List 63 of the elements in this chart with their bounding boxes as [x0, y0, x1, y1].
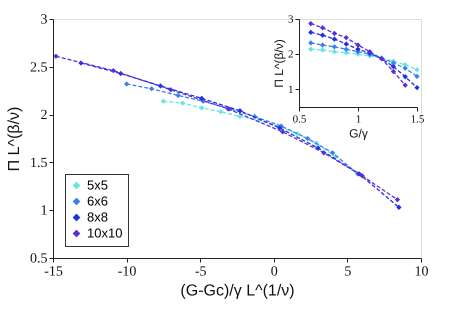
y-tick-label: 1.5	[30, 156, 48, 171]
point	[344, 46, 349, 52]
point	[402, 66, 408, 71]
point	[320, 25, 326, 30]
point	[308, 30, 314, 36]
y-tick-label: 3	[288, 14, 294, 26]
point	[160, 98, 166, 104]
point	[308, 40, 314, 46]
legend-label: 10x10	[87, 226, 122, 240]
point	[390, 64, 396, 70]
x-tick-label: 10	[414, 264, 428, 280]
x-tick-label: -15	[44, 264, 63, 280]
x-tick-label: 5	[344, 264, 352, 280]
point	[320, 42, 326, 48]
x-tick-label: 0	[270, 264, 278, 280]
point	[124, 81, 130, 87]
point	[168, 87, 174, 92]
y-tick-label: 0.5	[30, 252, 48, 266]
point	[332, 49, 338, 54]
point	[180, 100, 186, 106]
point	[414, 84, 420, 90]
point	[237, 114, 243, 120]
point	[396, 204, 402, 210]
x-tick-label: 1	[356, 114, 362, 126]
point	[359, 173, 365, 178]
y-tick-label: 2	[40, 108, 48, 124]
point	[330, 150, 336, 156]
point	[332, 30, 338, 36]
legend-label: 6x6	[87, 194, 108, 208]
point	[175, 92, 181, 98]
point	[332, 36, 338, 42]
point	[218, 109, 224, 114]
y-tick-label: 2	[288, 48, 294, 61]
x-tick-label: -10	[118, 264, 136, 280]
point	[320, 32, 326, 38]
x-tick-label: -5	[194, 264, 207, 280]
point	[320, 47, 326, 53]
x-axis-title: (G-Gc)/γ L^(1/ν)	[180, 282, 295, 300]
point	[344, 35, 349, 40]
y-tick-label: 3	[40, 12, 48, 28]
y-tick-label: 1	[40, 204, 48, 219]
point	[308, 46, 314, 52]
point	[332, 44, 338, 50]
legend-label: 8x8	[87, 210, 108, 224]
point	[355, 42, 361, 48]
x-axis-title: G/γ	[349, 126, 368, 140]
y-axis-title: Π L^(β/ν)	[272, 39, 286, 88]
y-tick-label: 1	[288, 84, 294, 96]
point	[390, 68, 396, 74]
point	[321, 150, 326, 156]
point	[394, 197, 400, 202]
point	[402, 74, 408, 80]
x-tick-label: 1.5	[410, 114, 425, 126]
legend-label: 5x5	[87, 178, 108, 192]
point	[199, 105, 204, 111]
y-tick-label: 2.5	[30, 60, 48, 76]
point	[414, 74, 420, 80]
point	[308, 20, 314, 26]
point	[148, 86, 154, 92]
point	[280, 129, 286, 134]
point	[110, 68, 116, 74]
point	[402, 82, 408, 88]
y-axis-title: Π L^(β/ν)	[6, 106, 23, 172]
